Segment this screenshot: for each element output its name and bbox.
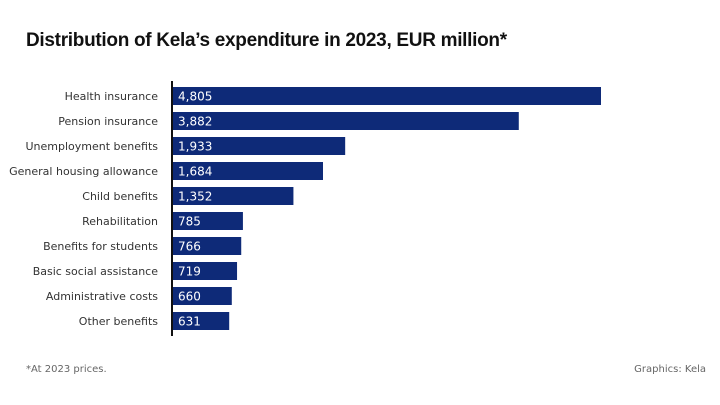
- value-label: 1,684: [178, 165, 212, 179]
- bar: [173, 262, 238, 280]
- value-label: 660: [178, 290, 201, 304]
- value-label: 785: [178, 215, 201, 229]
- category-label: Basic social assistance: [33, 265, 159, 278]
- value-label: 1,933: [178, 140, 212, 154]
- bar: [173, 312, 230, 330]
- value-label: 1,352: [178, 190, 212, 204]
- value-label: 631: [178, 315, 201, 329]
- bar: [173, 187, 294, 205]
- category-label: Unemployment benefits: [25, 140, 158, 153]
- value-label: 719: [178, 265, 201, 279]
- value-label: 3,882: [178, 115, 212, 129]
- chart-title: Distribution of Kela’s expenditure in 20…: [26, 30, 507, 51]
- graphics-credit: Graphics: Kela: [634, 364, 706, 375]
- footnote: *At 2023 prices.: [26, 364, 107, 375]
- value-label: 4,805: [178, 90, 212, 104]
- category-label: Administrative costs: [46, 290, 158, 303]
- category-label: Health insurance: [65, 90, 159, 103]
- category-label: Rehabilitation: [82, 215, 158, 228]
- bar: [173, 87, 601, 105]
- bar: [173, 162, 324, 180]
- category-label: Benefits for students: [43, 240, 158, 253]
- bar: [173, 287, 232, 305]
- value-label: 766: [178, 240, 201, 254]
- bar: [173, 212, 243, 230]
- category-label: Other benefits: [79, 315, 158, 328]
- category-label: Child benefits: [82, 190, 158, 203]
- bar: [173, 237, 242, 255]
- category-label: Pension insurance: [58, 115, 158, 128]
- bar: [173, 137, 346, 155]
- bar: [173, 112, 519, 130]
- category-label: General housing allowance: [9, 165, 158, 178]
